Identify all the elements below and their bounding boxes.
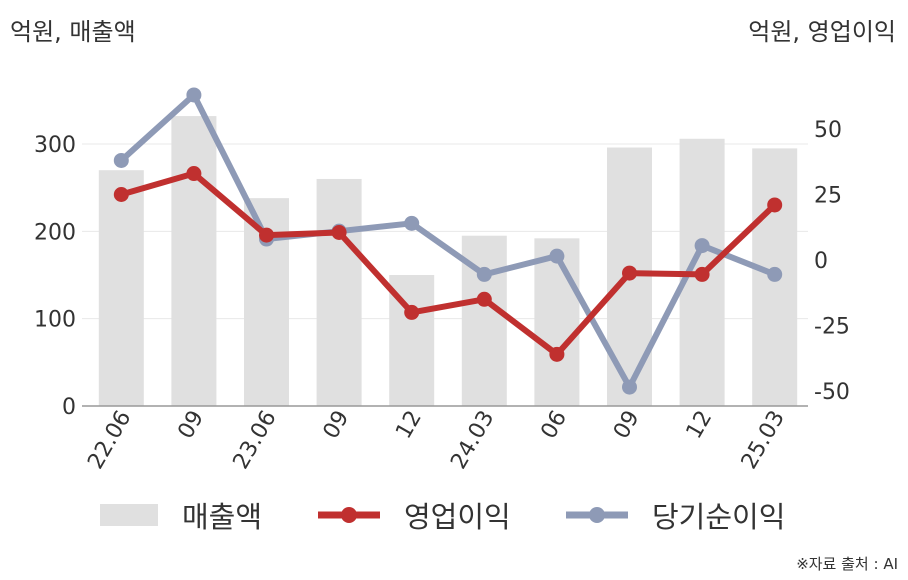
net-income-point: [549, 248, 565, 264]
operating-profit-point: [694, 266, 710, 282]
net-income-point: [622, 379, 637, 395]
bar-sales: [98, 170, 144, 406]
x-tick-label: 22.06: [83, 407, 136, 474]
operating-profit-point: [404, 304, 420, 320]
x-tick-label: 25.03: [737, 407, 790, 474]
y-left-tick-label: 200: [34, 220, 76, 245]
operating-profit-point: [476, 291, 492, 307]
legend-item-sales[interactable]: 매출액: [100, 490, 262, 540]
operating-profit-point: [331, 224, 347, 240]
operating-profit-line: [120, 170, 777, 358]
net-income-point: [694, 238, 710, 254]
x-tick-label: 09: [319, 407, 355, 444]
legend-item-net-income[interactable]: 당기순이익: [566, 490, 785, 540]
y-right-tick-label: -50: [814, 380, 850, 405]
net-income-point: [186, 87, 202, 103]
y-right-tick-label: 50: [814, 118, 842, 143]
operating-profit-point: [767, 197, 783, 213]
x-tick-label: 23.06: [229, 407, 282, 474]
y-right-tick-label: -25: [814, 315, 850, 340]
right-axis-unit: 억원, 영업이익: [748, 18, 896, 46]
x-tick-label: 12: [682, 407, 718, 444]
net-income-point: [476, 266, 492, 282]
net-income-point: [767, 266, 783, 282]
operating-profit-point: [113, 187, 129, 202]
y-right-tick-label: 0: [814, 249, 828, 274]
x-tick-label: 12: [391, 407, 427, 444]
bar-sales: [316, 178, 362, 406]
operating-profit-point: [549, 346, 565, 362]
legend-label-net-income: 당기순이익: [652, 500, 786, 534]
legend-bar-swatch: [100, 504, 158, 526]
left-axis-unit: 억원, 매출액: [10, 18, 136, 46]
legend-line-swatch-op: [318, 507, 380, 523]
net-income-point: [113, 152, 129, 168]
source-note: ※자료 출처 : AI: [796, 555, 898, 573]
legend-line-swatch-net: [566, 507, 628, 523]
legend-item-operating-profit[interactable]: 영업이익: [318, 490, 511, 540]
legend-label-sales: 매출액: [182, 500, 263, 534]
legend: 매출액 영업이익 당기순이익: [0, 490, 908, 540]
bar-sales: [171, 116, 217, 407]
y-right-tick-label: 25: [814, 184, 842, 209]
x-tick-label: 24.03: [446, 407, 499, 474]
operating-profit-point: [622, 265, 637, 281]
operating-profit-point: [259, 227, 274, 243]
y-left-tick-label: 100: [34, 308, 76, 333]
x-tick-label: 09: [609, 407, 645, 444]
chart: 0 100 200 300 -50 -25 0 25 50 22.06 09 23.06 09 12 24.…: [34, 87, 850, 474]
y-left-tick-label: 0: [62, 395, 76, 420]
y-left-tick-label: 300: [34, 133, 76, 158]
bar-sales: [534, 238, 580, 406]
net-income-line: [119, 91, 776, 391]
operating-profit-point: [186, 166, 202, 182]
x-tick-label: 06: [536, 407, 572, 444]
legend-label-operating-profit: 영업이익: [404, 500, 511, 534]
net-income-point: [404, 215, 420, 231]
x-tick-label: 09: [173, 407, 209, 444]
